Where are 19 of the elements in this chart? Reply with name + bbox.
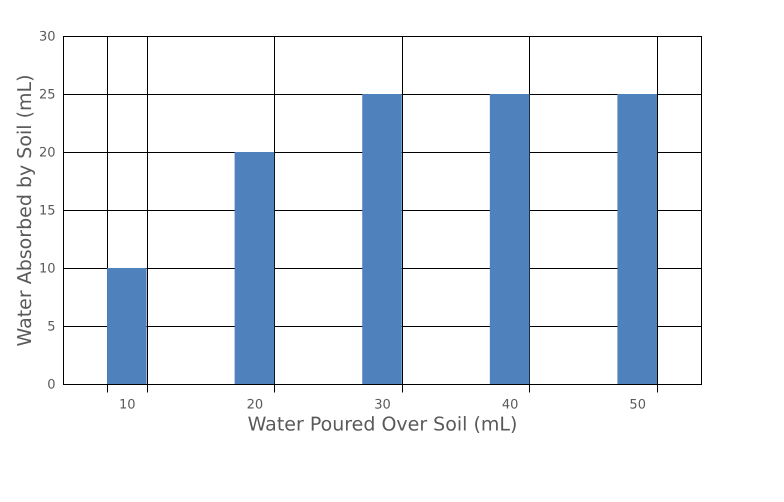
y-tick-label: 0 — [47, 378, 56, 392]
y-tick-label: 30 — [38, 30, 56, 44]
bar — [362, 94, 402, 384]
bar — [107, 268, 147, 384]
y-tick-label: 5 — [47, 320, 56, 334]
y-tick-label: 10 — [38, 262, 56, 276]
y-axis-title: Water Absorbed by Soil (mL) — [14, 74, 36, 346]
bar — [617, 94, 657, 384]
x-tick-label: 30 — [374, 398, 391, 412]
x-tick-label: 10 — [119, 398, 136, 412]
y-tick-label: 25 — [38, 88, 56, 102]
y-tick-label: 15 — [38, 204, 56, 218]
bar — [490, 94, 530, 384]
bar — [234, 152, 274, 384]
x-tick-label: 40 — [502, 398, 518, 412]
x-tick-label: 50 — [629, 398, 646, 412]
x-tick-label: 20 — [246, 398, 264, 412]
y-tick-label: 20 — [38, 146, 56, 160]
x-axis-title: Water Poured Over Soil (mL) — [248, 414, 518, 436]
